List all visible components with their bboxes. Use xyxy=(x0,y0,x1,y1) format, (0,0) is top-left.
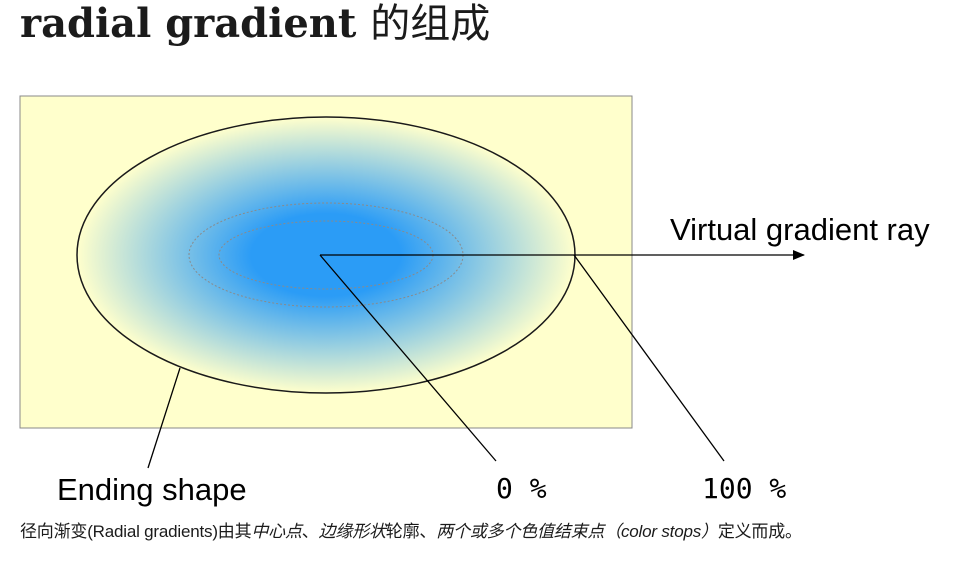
page-title-strong: radial gradient xyxy=(20,0,357,47)
caption-part-1: 径向渐变(Radial gradients)由其 xyxy=(20,522,252,541)
page-title: radial gradient 的组成 xyxy=(20,0,490,48)
zero-percent-label: 0 % xyxy=(496,472,547,505)
virtual-ray-label: Virtual gradient ray xyxy=(670,212,930,247)
caption-center-point: 中心点 xyxy=(251,522,302,541)
caption-part-3: 轮廓、 xyxy=(385,522,437,541)
caption-edge-shape: 边缘形状 xyxy=(318,522,386,541)
ending-shape-label: Ending shape xyxy=(57,472,247,507)
zero-percent-leader xyxy=(319,254,497,462)
figure-caption: 径向渐变(Radial gradients)由其中心点、边缘形状轮廓、两个或多个… xyxy=(20,520,802,544)
hundred-percent-label: 100 % xyxy=(702,472,786,505)
caption-part-4: 定义而成。 xyxy=(717,522,802,541)
hundred-percent-leader xyxy=(573,254,725,462)
ending-shape-leader xyxy=(147,367,181,469)
caption-part-2: 、 xyxy=(301,522,319,541)
caption-color-stops: 两个或多个色值结束点（color stops） xyxy=(436,522,718,541)
page-title-rest: 的组成 xyxy=(370,1,491,47)
